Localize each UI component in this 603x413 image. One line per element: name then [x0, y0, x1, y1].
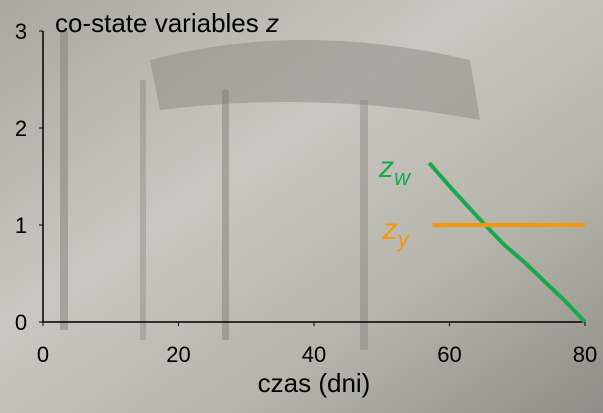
series-subscript: y — [396, 227, 411, 252]
background-shape — [60, 30, 68, 330]
x-tick-label: 20 — [166, 342, 190, 367]
x-tick-label: 80 — [573, 342, 597, 367]
y-tick-label: 2 — [15, 116, 27, 141]
series-name: z — [382, 213, 398, 246]
title-symbol: z — [265, 8, 279, 38]
chart-title: co-state variables z — [55, 8, 279, 38]
chart: co-state variables z czas (dni) 02040608… — [0, 0, 603, 413]
series-name: z — [378, 151, 394, 184]
background-shape — [222, 90, 229, 340]
x-tick-label: 0 — [37, 342, 49, 367]
x-tick-label: 40 — [302, 342, 326, 367]
background-shape — [140, 80, 146, 340]
series-subscript: w — [394, 165, 412, 190]
background-shape — [360, 100, 368, 350]
title-text: co-state variables — [55, 8, 259, 38]
x-axis-label: czas (dni) — [258, 368, 371, 398]
y-tick-label: 0 — [15, 310, 27, 335]
y-tick-label: 3 — [15, 19, 27, 44]
x-tick-label: 60 — [437, 342, 461, 367]
y-tick-label: 1 — [15, 213, 27, 238]
